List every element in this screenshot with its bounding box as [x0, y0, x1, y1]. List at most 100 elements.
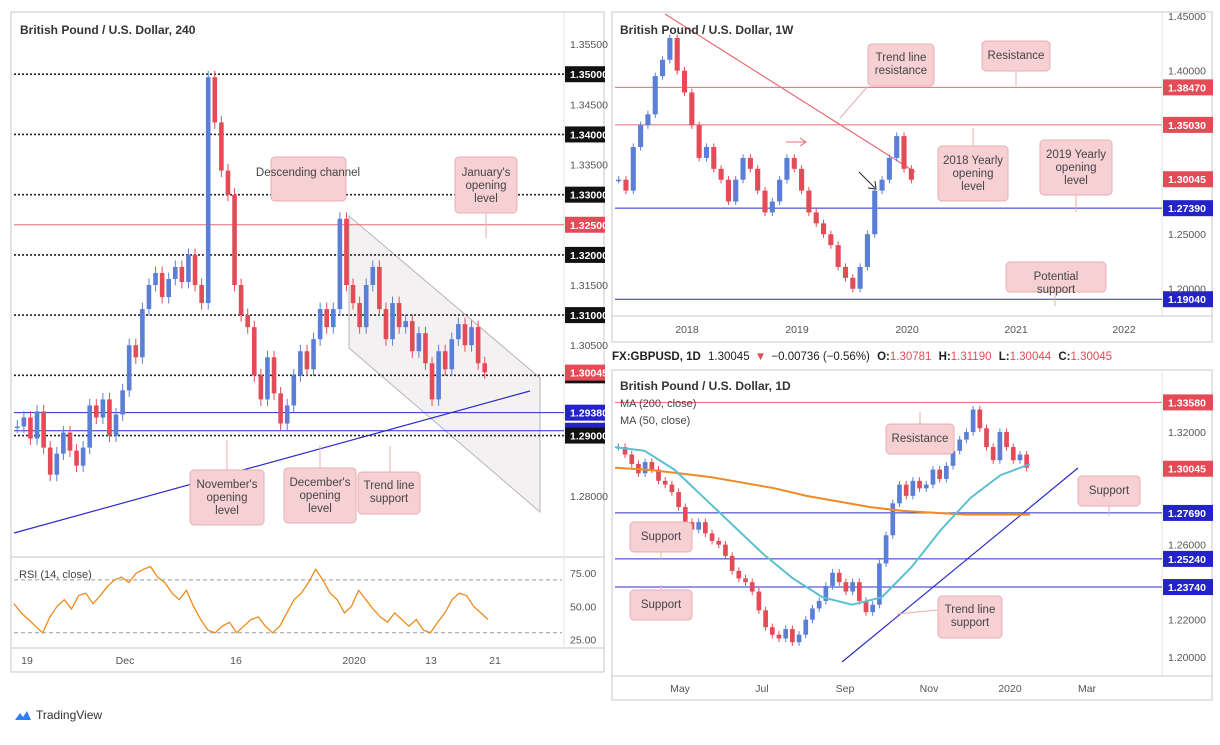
callout-line: support [370, 493, 409, 505]
daily-layer: 1.33580 1.27690 1.25240 1.23740 1.32000 1.260… [614, 394, 1213, 695]
candle-body [642, 462, 648, 474]
candle-body [857, 266, 863, 289]
x-tick-label: 19 [21, 655, 33, 667]
candle-body [990, 447, 996, 461]
candle-body [1017, 454, 1023, 461]
daily-trend-line-support [841, 467, 1079, 663]
candle-body [863, 600, 869, 613]
level-price-tag [1163, 79, 1213, 96]
candle-body [830, 572, 835, 586]
level-price-label: 1.23740 [1168, 582, 1206, 594]
callout-line: opening [1056, 162, 1097, 174]
x-tick-label: 2020 [342, 655, 366, 667]
header-open: 1.30781 [890, 351, 932, 363]
candle-body [762, 190, 768, 213]
candle-body [813, 212, 819, 224]
candle-body [843, 582, 849, 592]
level-price-label: 1.32500 [570, 220, 608, 232]
candle-body [842, 266, 849, 278]
candle-body [917, 480, 922, 489]
candle-body [723, 544, 728, 556]
rsi-layer: 75.00 50.00 25.00 [13, 565, 596, 646]
candle-body [796, 634, 802, 643]
candle-body [674, 37, 680, 71]
candle-body [357, 303, 362, 328]
y-tick-label: 1.20000 [1168, 284, 1206, 296]
level-price-label: 1.33580 [1168, 397, 1206, 409]
callout-weekly-resistance: Resistance [981, 40, 1051, 86]
candle-body [964, 432, 969, 440]
candle-body [820, 223, 827, 235]
header-low-label: L: [999, 351, 1010, 363]
callout-line: level [1064, 175, 1088, 187]
candle-body [816, 600, 822, 609]
header-price: 1.30045 [708, 351, 750, 363]
callout-line: Resistance [988, 50, 1045, 62]
candle-body [803, 619, 809, 635]
y-tick-label: 1.35500 [570, 39, 608, 51]
callout-line: Support [641, 531, 682, 543]
candle-body [172, 266, 178, 279]
callout-weekly-res-text: Resistance [988, 50, 1045, 62]
candle-body [409, 321, 415, 352]
y-tick-label: 1.34500 [570, 99, 608, 111]
callout-line: Trend line [364, 480, 415, 492]
candle-body [667, 37, 673, 60]
level-price-label: 1.27690 [1168, 508, 1206, 520]
current-price-tag [1163, 460, 1213, 477]
callout-daily-support-lower: Support [629, 585, 693, 621]
x-tick-label: Mar [1078, 683, 1097, 695]
panel-240-title: British Pound / U.S. Dollar, 240 [20, 23, 196, 37]
candle-body [910, 480, 916, 496]
callout-january-text: January's opening level [462, 167, 511, 205]
level-price-tag [1163, 116, 1213, 133]
current-price-label: 1.30045 [1168, 464, 1206, 476]
level-price-label: 1.19040 [1168, 294, 1206, 306]
header-down-arrow: ▼ [755, 351, 766, 363]
tradingview-brand-label: TradingView [36, 708, 103, 722]
candle-body [291, 375, 297, 406]
y-tick-label: 1.31500 [570, 280, 608, 292]
callout-trend-res-text: Trend line resistance [875, 52, 927, 77]
tradingview-logo-icon [15, 711, 31, 720]
candle-body [950, 450, 956, 466]
symbol-label: FX:GBPUSD, 1D [612, 351, 701, 363]
y-tick-label: 1.30500 [570, 340, 608, 352]
callout-daily-support-right: Support [1077, 475, 1141, 516]
candle-body [943, 465, 949, 479]
callout-line: Support [1089, 485, 1130, 497]
candle-body [1010, 447, 1016, 461]
candle-body [159, 272, 165, 298]
callout-trend-line-resistance: Trend line resistance [839, 43, 935, 119]
rsi-y-tick-label: 75.00 [570, 568, 596, 580]
callout-line: 2018 Yearly [943, 155, 1003, 167]
level-price-label: 1.31000 [570, 310, 608, 322]
level-price-label: 1.35000 [570, 69, 608, 81]
rsi-y-tick-label: 25.00 [570, 634, 596, 646]
callout-2018-text: 2018 Yearly opening level [943, 155, 1003, 193]
candle-body [877, 563, 882, 605]
current-price-label: 1.30045 [1168, 174, 1206, 186]
candle-body [783, 629, 789, 639]
candle-body [828, 234, 834, 246]
candle-body [689, 92, 695, 126]
candle-body [930, 469, 936, 485]
candle-body [784, 157, 790, 180]
level-price-label: 1.35030 [1168, 120, 1206, 132]
candle-body [41, 411, 46, 448]
candle-body [897, 484, 902, 504]
callout-line: support [1037, 284, 1076, 296]
x-tick-label: 2021 [1004, 324, 1028, 336]
callout-december-text: December's opening level [290, 477, 351, 515]
callout-daily-trend-text: Trend line support [945, 604, 996, 629]
candle-body [396, 303, 402, 328]
tradingview-brand[interactable]: TradingView [14, 708, 102, 722]
candle-body [790, 629, 795, 643]
symbol-header: FX:GBPUSD, 1D 1.30045 ▼ −0.00736 (−0.56%… [612, 351, 1112, 363]
header-high-label: H: [939, 351, 951, 363]
candle-body [311, 339, 316, 370]
candle-body [74, 450, 79, 466]
candle-body [660, 59, 666, 77]
level-price-tag [1163, 394, 1213, 411]
